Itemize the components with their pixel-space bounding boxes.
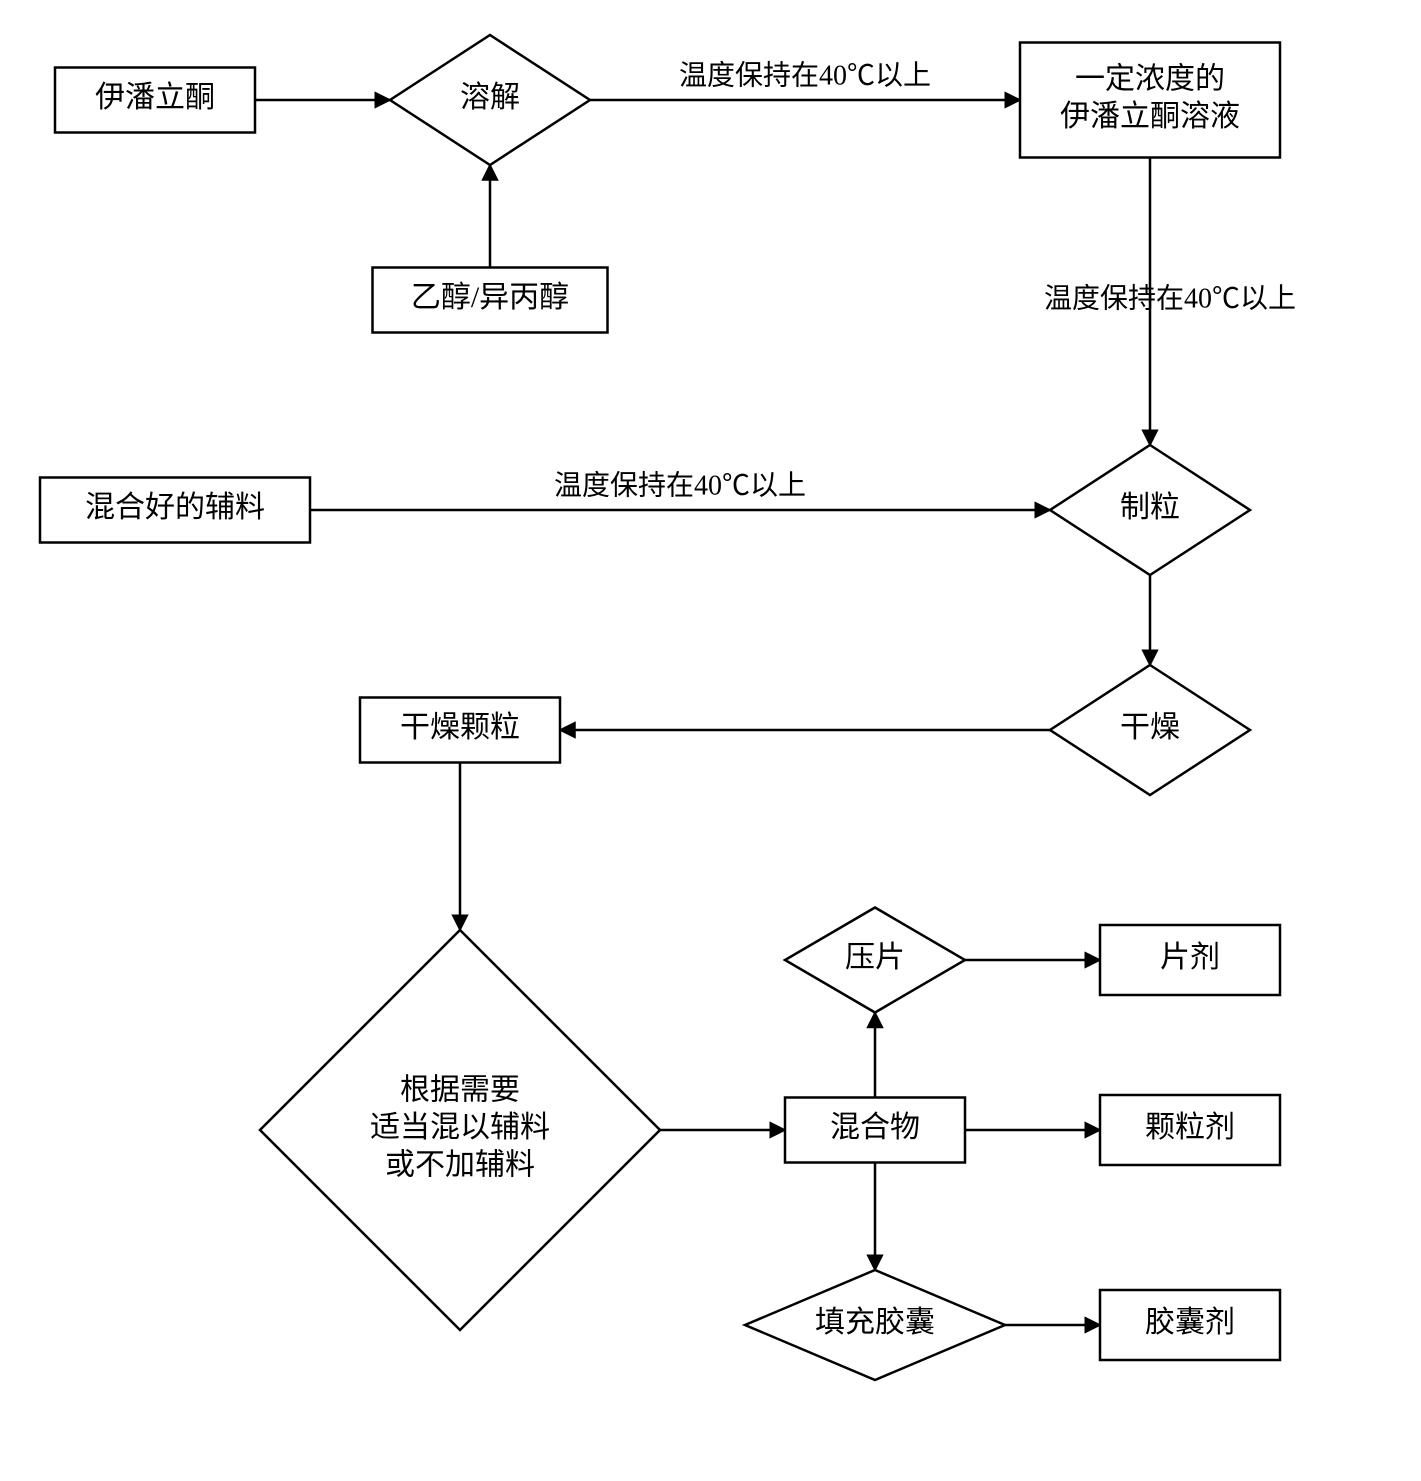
node-n3: 一定浓度的伊潘立酮溶液 xyxy=(1020,43,1280,158)
node-label-n14: 填充胶囊 xyxy=(815,1306,935,1339)
node-label-n1: 伊潘立酮 xyxy=(95,81,215,114)
node-label-n6: 制粒 xyxy=(1120,491,1180,524)
node-n2: 溶解 xyxy=(390,35,590,165)
node-n9: 根据需要适当混以辅料或不加辅料 xyxy=(260,930,660,1330)
node-n4: 乙醇/异丙醇 xyxy=(373,268,608,333)
node-n10: 混合物 xyxy=(785,1098,965,1163)
node-label-n7: 干燥 xyxy=(1120,711,1180,744)
node-n5: 混合好的辅料 xyxy=(40,478,310,543)
node-n8: 干燥颗粒 xyxy=(360,698,560,763)
node-label-n12: 片剂 xyxy=(1160,941,1220,974)
node-label-n10: 混合物 xyxy=(830,1111,920,1144)
node-n11: 压片 xyxy=(785,908,965,1013)
node-label-n2: 溶解 xyxy=(460,81,520,114)
node-label-n11: 压片 xyxy=(845,941,905,974)
node-n15: 胶囊剂 xyxy=(1100,1290,1280,1360)
node-label-n5: 混合好的辅料 xyxy=(85,491,265,524)
node-n13: 颗粒剂 xyxy=(1100,1095,1280,1165)
node-n6: 制粒 xyxy=(1050,445,1250,575)
node-n14: 填充胶囊 xyxy=(745,1270,1005,1380)
node-label-n8: 干燥颗粒 xyxy=(400,711,520,744)
node-label-n4: 乙醇/异丙醇 xyxy=(411,281,569,314)
edge-label-n3-n6: 温度保持在40℃以上 xyxy=(1044,283,1296,315)
node-label-n15: 胶囊剂 xyxy=(1145,1306,1235,1339)
node-label-n13: 颗粒剂 xyxy=(1145,1111,1235,1144)
edge-label-n5-n6: 温度保持在40℃以上 xyxy=(554,469,806,501)
edge-label-n2-n3: 温度保持在40℃以上 xyxy=(679,59,931,91)
node-n12: 片剂 xyxy=(1100,925,1280,995)
node-n1: 伊潘立酮 xyxy=(55,68,255,133)
node-n7: 干燥 xyxy=(1050,665,1250,795)
node-layer: 伊潘立酮 溶解 一定浓度的伊潘立酮溶液乙醇/异丙醇混合好的辅料 制粒干燥 干燥颗粒根据需… xyxy=(40,35,1280,1380)
